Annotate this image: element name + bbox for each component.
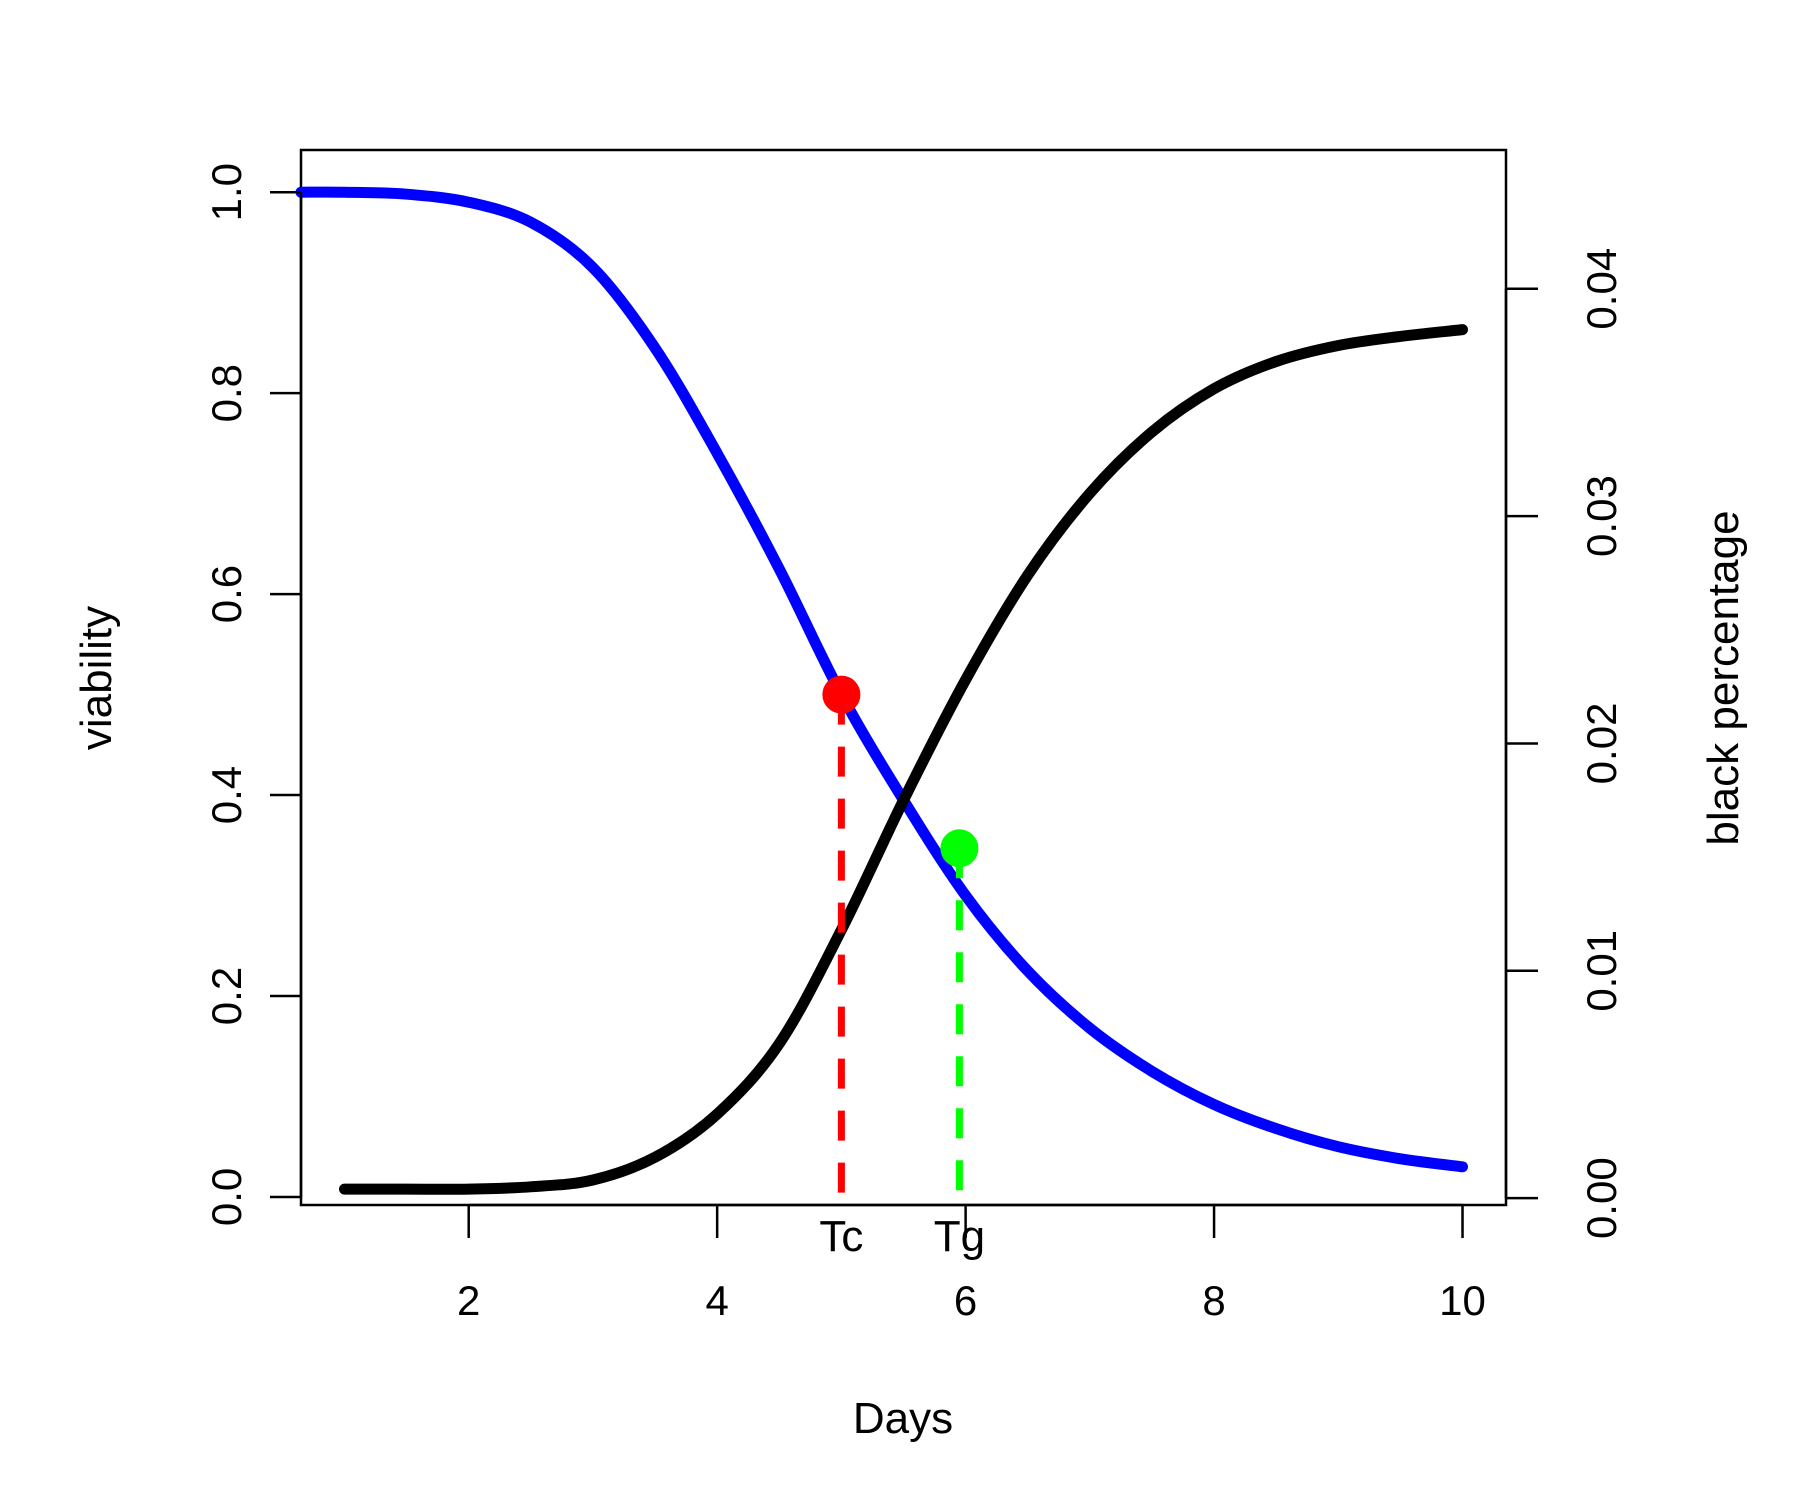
y-right-axis-title: black percentage	[1699, 510, 1748, 845]
y-left-axis-title: viability	[72, 606, 121, 750]
x-axis-title: Days	[853, 1394, 953, 1443]
viability-series-line	[295, 186, 1468, 1173]
black-percentage-series-line	[339, 324, 1468, 1195]
x-tick-label: 6	[954, 1277, 977, 1324]
y-right-tick-label: 0.04	[1578, 248, 1625, 330]
y-left-axis: 0.0 0.2 0.4 0.6 0.8 1.0	[203, 163, 303, 1226]
plot-frame	[299, 148, 1508, 1207]
marker-label-tc: Tc	[819, 1212, 863, 1261]
x-tick-label: 8	[1202, 1277, 1225, 1324]
y-right-tick-label: 0.02	[1578, 703, 1625, 785]
y-left-tick-label: 0.8	[203, 364, 250, 422]
y-left-tick-label: 0.6	[203, 565, 250, 623]
y-right-tick-label: 0.01	[1578, 930, 1625, 1012]
x-tick-label: 2	[457, 1277, 480, 1324]
y-right-axis: 0.00 0.01 0.02 0.03 0.04	[1504, 248, 1625, 1239]
marker-point-tc	[822, 675, 861, 714]
marker-point-tg	[940, 829, 979, 868]
y-left-tick-label: 0.0	[203, 1168, 250, 1226]
y-right-tick-label: 0.00	[1578, 1157, 1625, 1239]
x-tick-label: 10	[1439, 1277, 1486, 1324]
marker-label-tg: Tg	[934, 1212, 985, 1261]
series-layer	[295, 186, 1468, 1195]
marker-layer: Tc Tg	[819, 675, 985, 1261]
x-tick-label: 4	[705, 1277, 728, 1324]
x-axis: 2 4 6 8 10	[457, 1203, 1486, 1324]
y-right-tick-label: 0.03	[1578, 475, 1625, 557]
y-left-tick-label: 0.2	[203, 967, 250, 1025]
y-left-tick-label: 1.0	[203, 163, 250, 221]
y-left-tick-label: 0.4	[203, 766, 250, 824]
